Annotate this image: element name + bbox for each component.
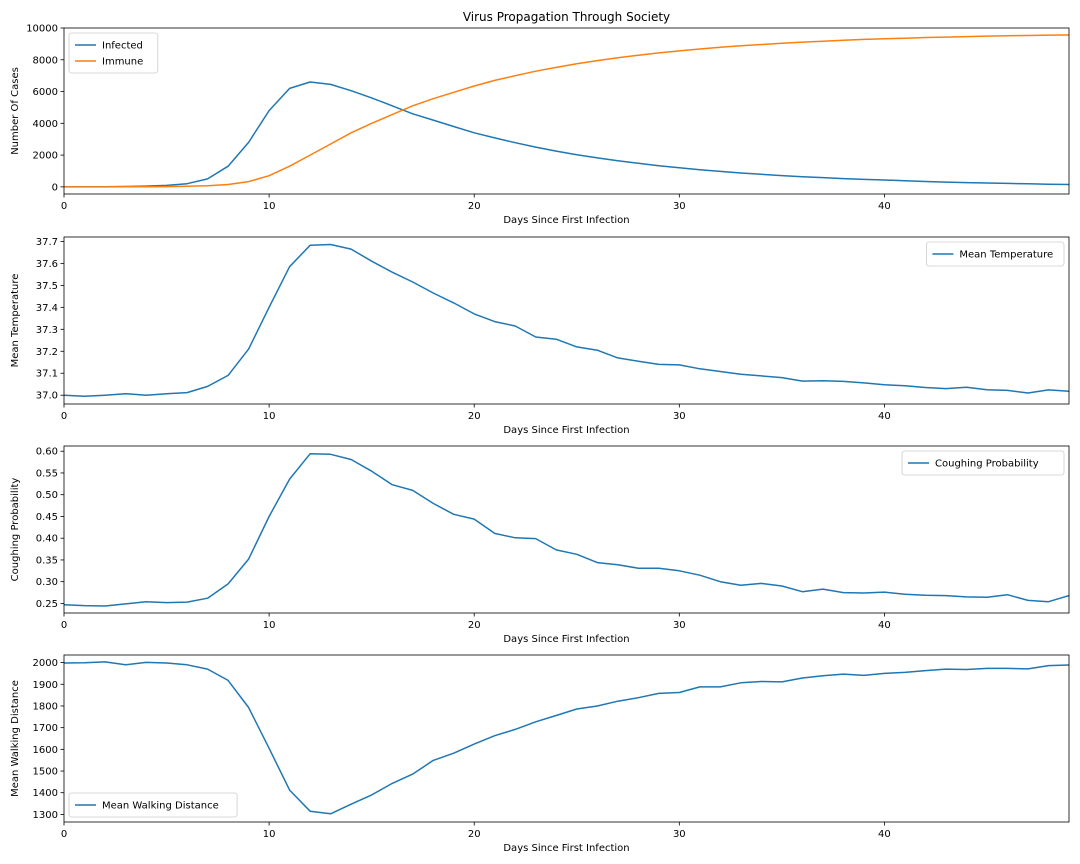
x-tick-label: 30 bbox=[673, 411, 686, 422]
y-tick-label: 1600 bbox=[33, 745, 58, 756]
x-tick-label: 0 bbox=[61, 411, 67, 422]
x-tick-label: 40 bbox=[878, 411, 891, 422]
legend-box bbox=[926, 241, 1065, 267]
chart-panel-4: 0 10 20 30 40 1300 1400 1500 1600 1700 1800 1900 200… bbox=[10, 654, 1070, 854]
chart-panel-2: 0 10 20 30 40 37.0 37.1 37.2 37.3 37.4 37.5 37.6 37.… bbox=[10, 236, 1070, 436]
y-tick-label: 0.45 bbox=[36, 512, 58, 523]
series-line-immune bbox=[64, 34, 1069, 188]
x-tick-label: 20 bbox=[468, 829, 481, 840]
legend: Mean Temperature bbox=[926, 241, 1065, 267]
y-axis-label: Mean Walking Distance bbox=[10, 680, 21, 797]
y-tick-label: 37.1 bbox=[36, 369, 58, 380]
y-tick-label: 37.0 bbox=[36, 391, 58, 402]
y-tick-label: 0.50 bbox=[36, 490, 58, 501]
y-tick-label: 2000 bbox=[33, 658, 58, 669]
legend-entry: Immune bbox=[102, 57, 143, 68]
x-tick-label: 0 bbox=[61, 620, 67, 631]
legend-entry: Mean Walking Distance bbox=[102, 801, 219, 812]
legend-box bbox=[901, 450, 1065, 476]
y-tick-label: 37.2 bbox=[36, 347, 58, 358]
x-tick-label: 30 bbox=[673, 829, 686, 840]
x-tick-label: 20 bbox=[468, 620, 481, 631]
y-tick-label: 37.3 bbox=[36, 325, 58, 336]
legend: Infected Immune bbox=[68, 32, 159, 74]
x-tick-label: 40 bbox=[878, 829, 891, 840]
y-tick-label: 1900 bbox=[33, 680, 58, 691]
axes-frame bbox=[63, 27, 1070, 195]
x-axis-label: Days Since First Infection bbox=[503, 425, 629, 436]
y-tick-label: 1500 bbox=[33, 767, 58, 778]
legend-entry: Mean Temperature bbox=[959, 250, 1053, 261]
series-line-mean-temperature bbox=[64, 243, 1069, 398]
series-line-infected bbox=[64, 81, 1069, 188]
x-tick-label: 40 bbox=[878, 620, 891, 631]
x-axis-label: Days Since First Infection bbox=[503, 843, 629, 854]
y-tick-label: 10000 bbox=[26, 24, 58, 35]
x-tick-label: 0 bbox=[61, 201, 67, 212]
y-tick-label: 6000 bbox=[33, 87, 58, 98]
chart-title: Virus Propagation Through Society bbox=[463, 10, 670, 24]
y-tick-label: 0 bbox=[52, 182, 58, 193]
x-tick-label: 10 bbox=[263, 201, 276, 212]
legend: Coughing Probability bbox=[901, 450, 1065, 476]
x-tick-label: 10 bbox=[263, 620, 276, 631]
legend-box bbox=[68, 32, 159, 74]
x-axis-label: Days Since First Infection bbox=[503, 634, 629, 645]
x-tick-label: 0 bbox=[61, 829, 67, 840]
legend: Mean Walking Distance bbox=[68, 792, 238, 818]
y-tick-label: 1300 bbox=[33, 810, 58, 821]
y-tick-label: 0.40 bbox=[36, 534, 58, 545]
axes-frame bbox=[63, 654, 1070, 823]
chart-panel-1: Virus Propagation Through Society 0 10 20 30… bbox=[10, 10, 1070, 226]
x-tick-label: 30 bbox=[673, 201, 686, 212]
legend-entry: Coughing Probability bbox=[935, 459, 1039, 470]
y-tick-label: 1400 bbox=[33, 788, 58, 799]
legend-entry: Infected bbox=[102, 41, 143, 52]
y-tick-label: 37.4 bbox=[36, 303, 58, 314]
y-tick-label: 0.30 bbox=[36, 577, 58, 588]
y-tick-label: 2000 bbox=[33, 151, 58, 162]
series-line-mean-walking-distance bbox=[64, 661, 1069, 815]
y-axis-label: Number Of Cases bbox=[10, 67, 21, 155]
y-tick-label: 0.35 bbox=[36, 555, 58, 566]
y-tick-label: 0.60 bbox=[36, 447, 58, 458]
y-tick-label: 1700 bbox=[33, 723, 58, 734]
x-tick-label: 40 bbox=[878, 201, 891, 212]
y-tick-label: 37.6 bbox=[36, 259, 58, 270]
y-tick-label: 37.5 bbox=[36, 281, 58, 292]
x-axis-label: Days Since First Infection bbox=[503, 215, 629, 226]
y-tick-label: 0.25 bbox=[36, 599, 58, 610]
y-axis-label: Coughing Probability bbox=[10, 478, 21, 582]
y-tick-label: 1800 bbox=[33, 701, 58, 712]
y-tick-label: 4000 bbox=[33, 119, 58, 130]
x-tick-label: 30 bbox=[673, 620, 686, 631]
axes-frame bbox=[63, 236, 1070, 405]
chart-panel-3: 0 10 20 30 40 0.25 0.30 0.35 0.40 0.45 0.50 0.55 0.6… bbox=[10, 445, 1070, 645]
y-tick-label: 37.7 bbox=[36, 237, 58, 248]
axes-frame bbox=[63, 445, 1070, 614]
y-axis-label: Mean Temperature bbox=[10, 274, 21, 368]
x-tick-label: 20 bbox=[468, 411, 481, 422]
y-tick-label: 8000 bbox=[33, 55, 58, 66]
y-tick-label: 0.55 bbox=[36, 468, 58, 479]
x-tick-label: 10 bbox=[263, 829, 276, 840]
series-line-coughing-probability bbox=[64, 453, 1069, 607]
x-tick-label: 20 bbox=[468, 201, 481, 212]
legend-box bbox=[68, 792, 238, 818]
x-tick-label: 10 bbox=[263, 411, 276, 422]
